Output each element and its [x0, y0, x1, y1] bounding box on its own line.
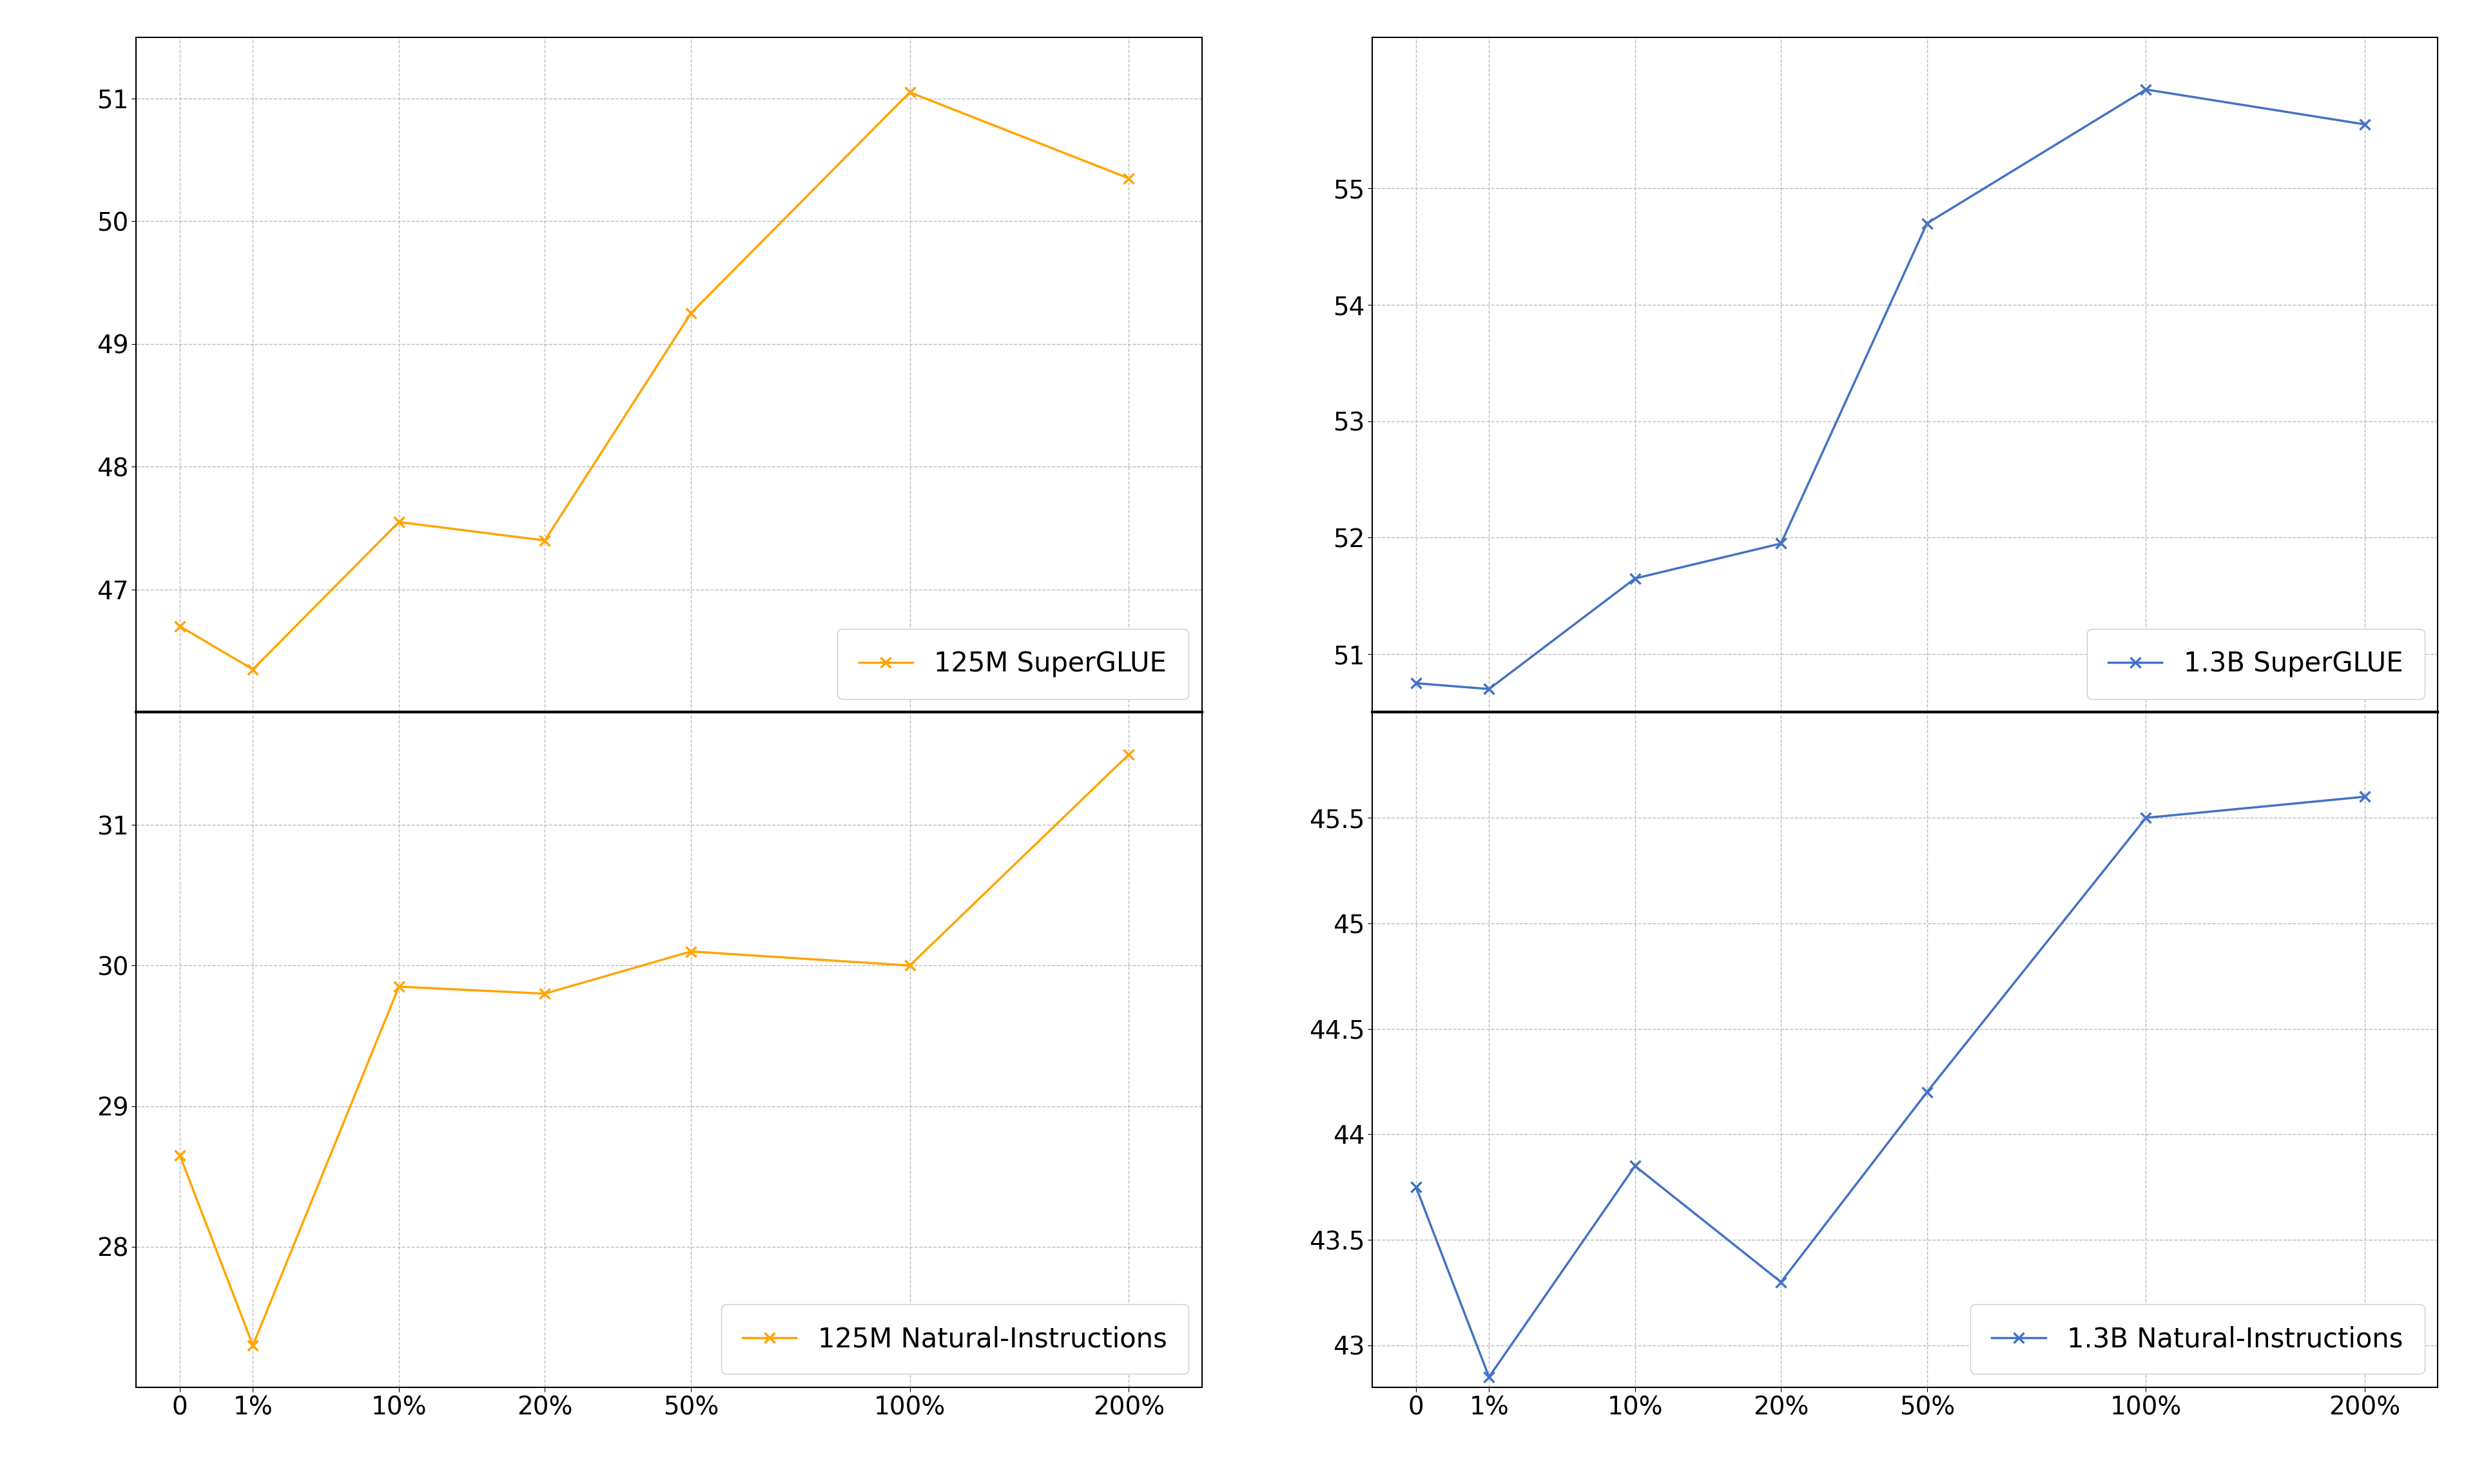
1.3B Natural-Instructions — [2131, 809, 2161, 827]
1.3B SuperGLUE — [1767, 534, 1797, 552]
1.3B SuperGLUE — [1621, 570, 1651, 588]
Legend: 1.3B SuperGLUE: 1.3B SuperGLUE — [2086, 629, 2426, 699]
1.3B SuperGLUE — [1475, 680, 1505, 697]
1.3B SuperGLUE — [2351, 116, 2381, 134]
125M Natural-Instructions — [530, 985, 559, 1003]
125M Natural-Instructions — [238, 1337, 267, 1355]
1.3B Natural-Instructions — [1767, 1273, 1797, 1291]
Line: 125M SuperGLUE: 125M SuperGLUE — [176, 88, 1134, 675]
1.3B Natural-Instructions — [1401, 1178, 1431, 1196]
125M SuperGLUE — [166, 617, 196, 635]
1.3B SuperGLUE — [2131, 80, 2161, 98]
125M Natural-Instructions — [166, 1147, 196, 1165]
1.3B Natural-Instructions — [2351, 788, 2381, 806]
Line: 125M Natural-Instructions: 125M Natural-Instructions — [176, 749, 1134, 1350]
1.3B Natural-Instructions — [1475, 1368, 1505, 1386]
Legend: 125M Natural-Instructions: 125M Natural-Instructions — [720, 1304, 1188, 1374]
Legend: 125M SuperGLUE: 125M SuperGLUE — [837, 629, 1188, 699]
1.3B Natural-Instructions — [1621, 1158, 1651, 1175]
1.3B SuperGLUE — [1401, 674, 1431, 692]
125M Natural-Instructions — [1114, 745, 1143, 763]
1.3B Natural-Instructions — [1913, 1083, 1943, 1101]
125M SuperGLUE — [238, 660, 267, 678]
125M Natural-Instructions — [384, 978, 413, 996]
Legend: 1.3B Natural-Instructions: 1.3B Natural-Instructions — [1970, 1304, 2426, 1374]
125M SuperGLUE — [896, 83, 926, 101]
125M Natural-Instructions — [676, 942, 705, 960]
125M SuperGLUE — [530, 531, 559, 549]
125M SuperGLUE — [1114, 169, 1143, 187]
1.3B SuperGLUE — [1913, 215, 1943, 233]
125M SuperGLUE — [676, 304, 705, 322]
125M Natural-Instructions — [896, 957, 926, 975]
Line: 1.3B Natural-Instructions: 1.3B Natural-Instructions — [1411, 791, 2371, 1383]
125M SuperGLUE — [384, 513, 413, 531]
Line: 1.3B SuperGLUE: 1.3B SuperGLUE — [1411, 85, 2371, 695]
